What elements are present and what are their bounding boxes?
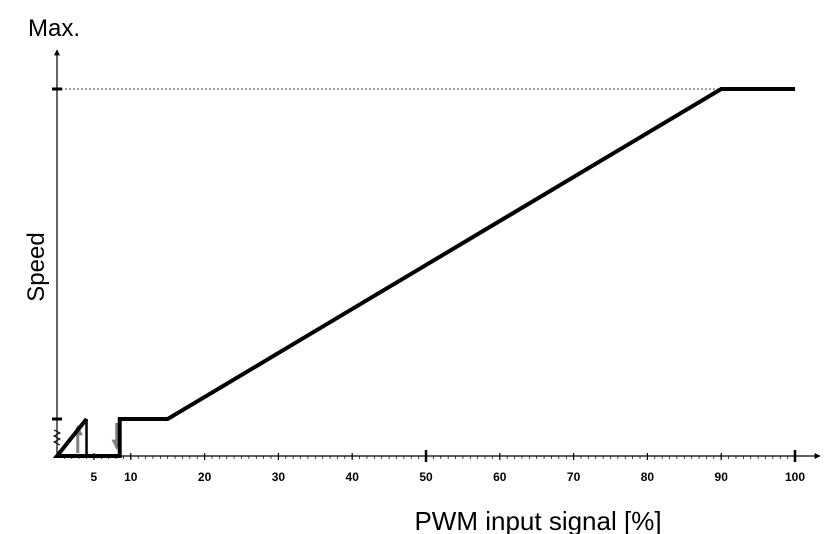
- axis-break-zigzag: [52, 429, 62, 446]
- x-tick-label: 70: [567, 470, 581, 484]
- x-tick-label: 90: [715, 470, 729, 484]
- x-axis-label: PWM input signal [%]: [414, 506, 661, 534]
- y-max-label: Max.: [28, 15, 80, 42]
- x-tick-label: 10: [124, 470, 138, 484]
- x-tick-labels: 5 10 20 30 40 50 60 70 80 90 100: [91, 470, 806, 484]
- x-tick-label: 80: [641, 470, 655, 484]
- x-major-ticks: [93, 450, 797, 462]
- y-axis-label: Speed: [23, 232, 50, 301]
- x-tick-label: 5: [91, 470, 98, 484]
- x-tick-label: 100: [785, 470, 805, 484]
- x-tick-label: 30: [272, 470, 286, 484]
- x-tick-label: 20: [198, 470, 212, 484]
- speed-curve: [52, 87, 795, 458]
- x-tick-label: 50: [419, 470, 433, 484]
- x-tick-label: 40: [346, 470, 360, 484]
- x-tick-label: 60: [493, 470, 507, 484]
